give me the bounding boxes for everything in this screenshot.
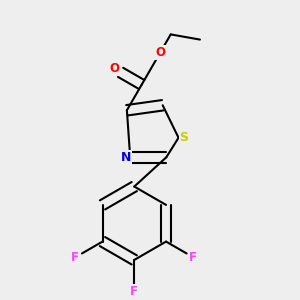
Text: F: F xyxy=(130,285,138,298)
Text: O: O xyxy=(155,46,165,59)
Text: N: N xyxy=(121,151,131,164)
Text: S: S xyxy=(180,130,189,143)
Text: F: F xyxy=(189,251,197,264)
Text: O: O xyxy=(109,62,119,75)
Text: F: F xyxy=(71,251,79,264)
